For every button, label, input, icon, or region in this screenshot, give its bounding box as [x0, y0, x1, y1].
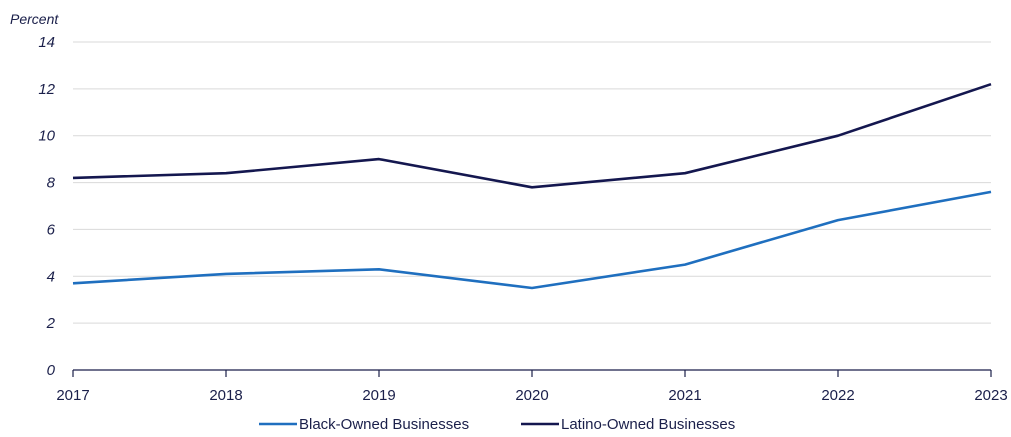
y-tick-label: 0 — [47, 362, 56, 379]
y-tick-label: 2 — [46, 315, 56, 332]
y-tick-label: 4 — [47, 268, 55, 285]
x-tick-label: 2023 — [974, 387, 1007, 404]
y-tick-label: 8 — [47, 175, 56, 192]
gridlines — [73, 41, 991, 324]
series-line-black-owned — [72, 190, 992, 290]
legend-label: Latino-Owned Businesses — [561, 416, 735, 433]
y-axis-title: Percent — [10, 11, 59, 27]
x-tick-label: 2017 — [56, 387, 89, 404]
x-tick-label: 2020 — [515, 387, 548, 404]
y-tick-label: 12 — [38, 81, 55, 98]
x-tick-label: 2019 — [362, 387, 395, 404]
x-tick-label: 2022 — [821, 387, 854, 404]
y-tick-label: 10 — [38, 128, 55, 145]
x-tick-label: 2021 — [668, 387, 701, 404]
legend: Black-Owned Businesses Latino-Owned Busin… — [259, 416, 735, 433]
axis-labels: Percent 0 2 4 6 8 10 12 14 2017 2018 2019 2020 2021 2… — [10, 11, 1008, 404]
x-tick-label: 2018 — [209, 387, 242, 404]
y-tick-label: 14 — [38, 34, 55, 51]
axes — [72, 369, 992, 377]
legend-label: Black-Owned Businesses — [299, 416, 469, 433]
series-lines — [72, 82, 992, 290]
y-tick-label: 6 — [47, 221, 56, 238]
